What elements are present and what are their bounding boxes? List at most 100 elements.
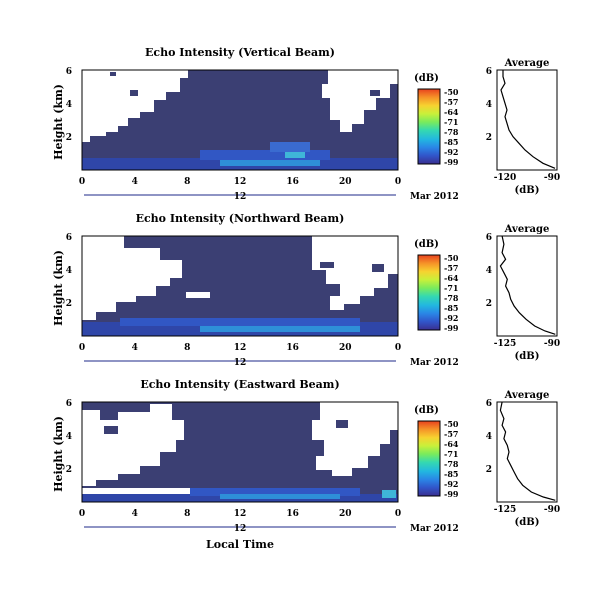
- panel-eastward-beam: Echo Intensity (Eastward Beam) Height (k…: [52, 378, 560, 551]
- colorbar-tick: -50: [444, 253, 459, 263]
- profile-y-tick: 4: [486, 100, 492, 110]
- low-level-echo: [120, 318, 360, 326]
- profile-line: [499, 235, 556, 335]
- profile-xlabel: (dB): [515, 185, 540, 196]
- colorbar-tick: -92: [444, 147, 458, 157]
- x-tick-label: 20: [339, 509, 352, 519]
- colorbar-gradient: [417, 254, 441, 331]
- profile-frame: [496, 401, 558, 503]
- x-tick-label: 12: [234, 177, 247, 187]
- y-ticks: 6 4 2: [66, 399, 72, 475]
- profile-y-tick: 6: [486, 399, 492, 409]
- profile-title: Average: [504, 58, 550, 69]
- colorbar-gradient: [417, 420, 441, 497]
- x-tick-label: 0: [395, 177, 401, 187]
- profile-y-tick: 2: [486, 133, 492, 143]
- colorbar-tick: -50: [444, 419, 459, 429]
- profile-xlabel: (dB): [515, 517, 540, 528]
- no-data-region: [82, 236, 182, 320]
- no-data-region: [312, 236, 398, 310]
- profile-y-tick: 4: [486, 432, 492, 442]
- x-tick-label: 0: [395, 509, 401, 519]
- colorbar-unit: (dB): [414, 239, 439, 250]
- x-tick-label: 8: [184, 177, 190, 187]
- colorbar-tick: -57: [444, 263, 458, 273]
- colorbar-unit: (dB): [414, 73, 439, 84]
- profile-x-tick: -90: [544, 173, 560, 183]
- colorbar-tick: -78: [444, 293, 459, 303]
- x-tick-label: 12: [234, 509, 247, 519]
- panel-title: Echo Intensity (Vertical Beam): [145, 46, 335, 59]
- colorbar-tick: -92: [444, 479, 458, 489]
- data-patch: [370, 90, 380, 96]
- colorbar-tick: -99: [444, 489, 459, 499]
- y-ticks: 6 4 2: [66, 233, 72, 309]
- colorbar-tick: -99: [444, 157, 459, 167]
- average-profile: Average 6 4 2 -125 -90 (dB): [486, 390, 560, 528]
- average-profile: Average 6 4 2 -120 -90 (dB): [486, 58, 560, 196]
- y-tick-label: 6: [66, 67, 72, 77]
- date-label: Mar 2012: [410, 192, 459, 202]
- date-label: Mar 2012: [410, 358, 459, 368]
- y-axis-label: Height (km): [52, 416, 65, 492]
- colorbar-tick: -99: [444, 323, 459, 333]
- x-tick-label: 0: [79, 177, 85, 187]
- heatmap-plot: [81, 69, 399, 171]
- no-data-region: [82, 488, 192, 494]
- profile-x-tick: -125: [494, 339, 517, 349]
- colorbar-tick: -64: [444, 107, 459, 117]
- plot-frame: [81, 235, 399, 337]
- x-tick-label: 12: [234, 343, 247, 353]
- x-ticks: 0 4 8 12 16 20 0: [79, 177, 401, 187]
- heatmap-plot: [81, 235, 399, 337]
- x-tick-label: 0: [79, 343, 85, 353]
- profile-y-tick: 6: [486, 233, 492, 243]
- colorbar-tick: -57: [444, 97, 458, 107]
- colorbar-tick: -64: [444, 439, 459, 449]
- colorbar-tick: -57: [444, 429, 458, 439]
- y-tick-label: 6: [66, 233, 72, 243]
- profile-title: Average: [504, 224, 550, 235]
- profile-y-tick: 6: [486, 67, 492, 77]
- x-tick-label: 0: [79, 509, 85, 519]
- colorbar-tick: -71: [444, 117, 458, 127]
- data-patch: [104, 426, 118, 434]
- y-tick-label: 4: [66, 432, 72, 442]
- colorbar-tick: -92: [444, 313, 458, 323]
- y-tick-label: 2: [66, 299, 72, 309]
- colorbar-gradient: [417, 88, 441, 165]
- x-tick-label: 16: [286, 343, 299, 353]
- x-tick-label: 16: [286, 509, 299, 519]
- panel-title: Echo Intensity (Northward Beam): [136, 212, 345, 225]
- heatmap-plot: [81, 401, 399, 503]
- low-level-echo: [220, 494, 340, 499]
- low-level-echo: [285, 152, 305, 158]
- data-patch: [320, 262, 334, 268]
- data-patch: [336, 420, 348, 428]
- day-label: 12: [234, 192, 247, 202]
- x-tick-label: 20: [339, 177, 352, 187]
- y-tick-label: 2: [66, 133, 72, 143]
- colorbar: (dB) -50 -57 -64 -71 -78 -85 -92 -99: [414, 239, 459, 333]
- average-profile: Average 6 4 2 -125 -90 (dB): [486, 224, 560, 362]
- x-tick-label: 20: [339, 343, 352, 353]
- profile-x-tick: -90: [544, 339, 560, 349]
- colorbar-tick: -50: [444, 87, 459, 97]
- panel-northward-beam: Echo Intensity (Northward Beam) Height (…: [52, 212, 560, 368]
- no-data-region: [322, 70, 398, 132]
- colorbar-tick: -64: [444, 273, 459, 283]
- colorbar-tick: -85: [444, 469, 458, 479]
- no-data-region: [82, 404, 184, 486]
- colorbar-tick: -71: [444, 449, 458, 459]
- low-level-echo: [200, 326, 360, 332]
- colorbar-tick: -85: [444, 137, 458, 147]
- x-tick-label: 4: [132, 509, 138, 519]
- y-axis-label: Height (km): [52, 250, 65, 326]
- colorbar-tick: -71: [444, 283, 458, 293]
- panel-title: Echo Intensity (Eastward Beam): [140, 378, 339, 391]
- low-level-echo: [220, 160, 320, 166]
- panel-vertical-beam: Echo Intensity (Vertical Beam) Height (k…: [52, 46, 560, 202]
- profile-frame: [496, 69, 558, 171]
- no-data-region: [186, 292, 210, 298]
